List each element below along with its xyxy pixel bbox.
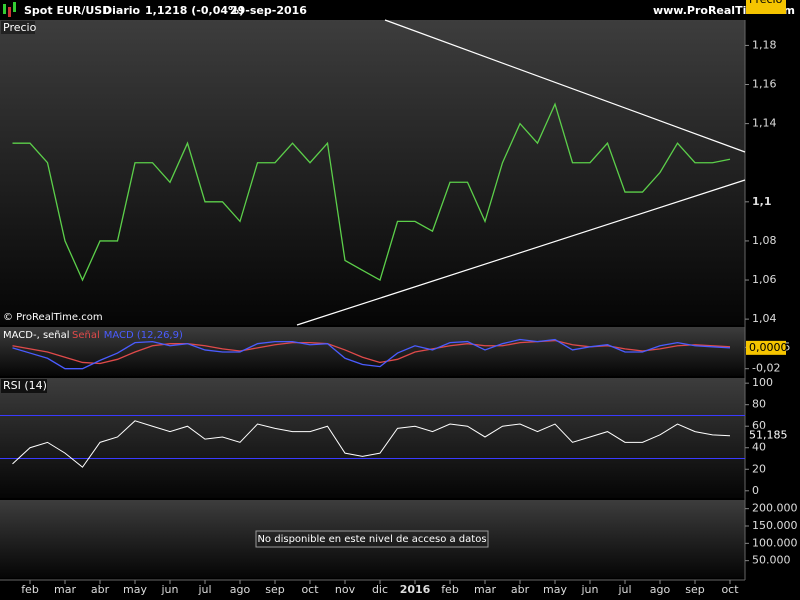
y-tick-label: 100.000 — [752, 536, 798, 549]
period: Diario — [103, 4, 141, 17]
series-line — [12, 338, 731, 370]
x-tick-label: ago — [650, 583, 671, 596]
y-tick-label: 50.000 — [752, 554, 791, 567]
y-tick-label: 200.000 — [752, 502, 798, 515]
x-tick-label: 2016 — [400, 583, 431, 596]
x-tick-label: oct — [301, 583, 319, 596]
icon — [8, 7, 11, 17]
x-tick-label: feb — [441, 583, 459, 596]
x-tick-label: jun — [161, 583, 179, 596]
panel-label-box — [1, 21, 35, 34]
x-tick-label: mar — [54, 583, 76, 596]
x-tick-label: dic — [372, 583, 388, 596]
y-tick-label: 80 — [752, 398, 766, 411]
legend-label: MACD (12,26,9) — [104, 330, 183, 341]
y-tick-label: 0 — [752, 484, 759, 497]
panel-label-box — [1, 379, 47, 393]
last-value-box — [746, 0, 786, 14]
x-tick-label: nov — [335, 583, 356, 596]
x-tick-label: ago — [230, 583, 251, 596]
volume-panel — [0, 500, 745, 578]
last-value-box — [746, 340, 786, 355]
x-tick-label: sep — [265, 583, 284, 596]
series-line — [12, 420, 731, 468]
trendline — [384, 19, 746, 153]
x-tick-label: jul — [617, 583, 631, 596]
note-box — [255, 530, 489, 548]
icon — [13, 2, 16, 12]
x-tick-label: abr — [511, 583, 530, 596]
x-tick-label: sep — [685, 583, 704, 596]
note: No disponible en este nivel de acceso a … — [257, 534, 486, 545]
quote: 1,1218 (-0,04%) — [145, 4, 244, 17]
date: 29-sep-2016 — [230, 4, 307, 17]
x-tick-label: oct — [721, 583, 739, 596]
instrument: Spot EUR/USD — [24, 4, 111, 17]
icon — [3, 4, 6, 14]
panel-label: RSI (14) — [3, 379, 47, 392]
panel-label: Precio — [3, 21, 37, 34]
price-panel — [0, 20, 745, 325]
rsi-panel — [0, 378, 745, 498]
series-line — [12, 102, 731, 282]
x-tick-label: feb — [21, 583, 39, 596]
x-tick-label: mar — [474, 583, 496, 596]
x-tick-label: abr — [91, 583, 110, 596]
y-tick-label: -0,02 — [752, 362, 780, 375]
y-tick-label: 1,16 — [752, 78, 777, 91]
y-tick-label: 100 — [752, 376, 773, 389]
x-tick-label: jun — [581, 583, 599, 596]
x-tick-label: jul — [197, 583, 211, 596]
y-tick-label: 1,18 — [752, 38, 777, 51]
panel-label: MACD-, señal — [3, 330, 70, 341]
trendline — [296, 179, 746, 326]
y-tick-label: 1,04 — [752, 312, 777, 325]
y-tick-label: 40 — [752, 441, 766, 454]
y-tick-label: 1,14 — [752, 117, 777, 130]
macd-panel — [0, 327, 745, 376]
y-tick-label: 1,1 — [752, 195, 772, 208]
y-tick-label: 150.000 — [752, 519, 798, 532]
copyright: © ProRealTime.com — [3, 312, 103, 323]
y-tick-label: 1,08 — [752, 234, 777, 247]
y-tick-label: 20 — [752, 462, 766, 475]
y-tick-label: 1,06 — [752, 273, 777, 286]
x-tick-label: may — [123, 583, 147, 596]
last-value-label: 51,185 — [749, 429, 788, 442]
last-value-label: 0,0000 — [749, 341, 788, 354]
last-value-box — [746, 428, 786, 443]
legend-label: Señal — [72, 330, 100, 341]
x-tick-label: may — [543, 583, 567, 596]
last-value-label: Precio — [749, 0, 783, 6]
